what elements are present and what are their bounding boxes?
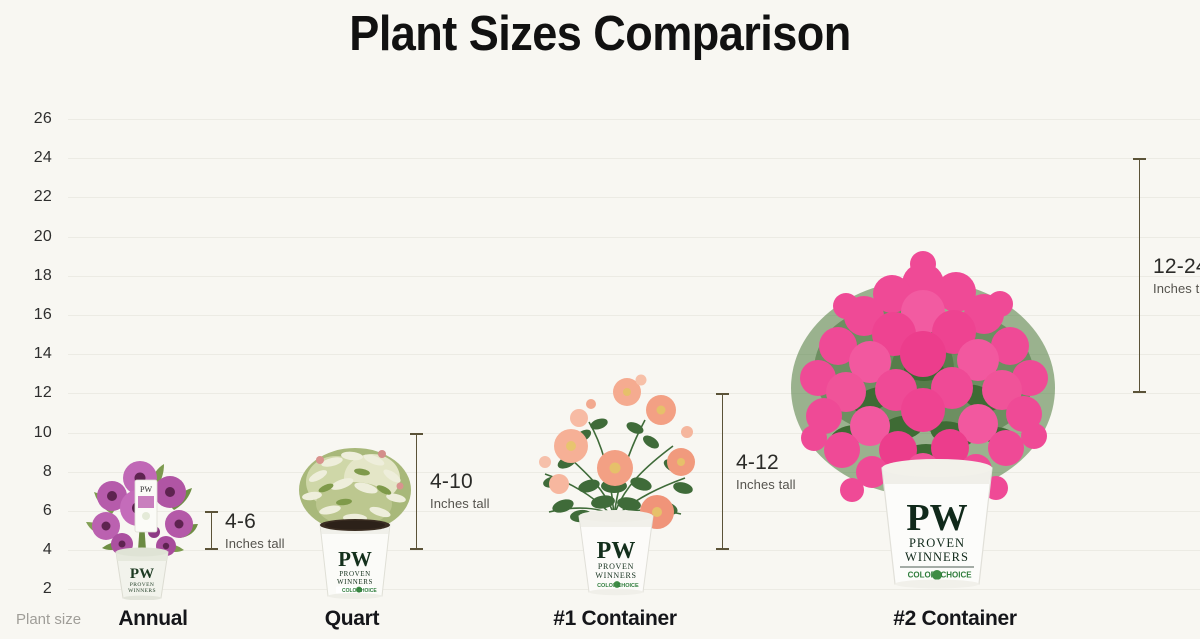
container1-pot: PW PROVEN WINNERS COLOR CHOICE [578, 510, 654, 596]
y-axis-tick-16: 16 [33, 306, 52, 323]
svg-text:COLOR: COLOR [342, 588, 360, 594]
svg-text:CHOICE: CHOICE [357, 588, 377, 594]
gridline-24 [68, 158, 1200, 160]
gridline-18 [68, 275, 1200, 277]
svg-text:WINNERS: WINNERS [128, 588, 156, 594]
svg-text:PROVEN: PROVEN [130, 582, 154, 588]
measurement-range: 4-6 [225, 509, 256, 533]
plant-image-container-2: PW PROVEN WINNERS COLOR CHOICE FLOWERING… [784, 250, 1062, 600]
svg-text:WINNERS: WINNERS [905, 550, 969, 564]
svg-text:CHOICE: CHOICE [617, 583, 639, 589]
gridline-8 [68, 471, 1200, 473]
y-axis-tick-24: 24 [33, 149, 52, 167]
page-title: Plant Sizes Comparison [349, 7, 851, 61]
measurement-units: Inches tall [430, 496, 490, 512]
plant-image-quart: PW PROVEN WINNERS COLOR CHOICE [296, 438, 414, 600]
plant-image-container-1: PW PROVEN WINNERS COLOR CHOICE [523, 366, 705, 600]
category-label-container-2: #2 Container [893, 607, 1017, 630]
y-axis-tick-12: 12 [33, 384, 52, 402]
quart-pot: PW PROVEN WINNERS COLOR CHOICE [319, 519, 391, 599]
svg-text:PROVEN: PROVEN [598, 562, 634, 571]
svg-text:PW: PW [140, 485, 152, 494]
category-label-container-1: #1 Container [553, 607, 677, 630]
category-label-annual: Annual [118, 607, 188, 630]
svg-text:WINNERS: WINNERS [337, 578, 373, 586]
measurement-range: 4-10 [430, 470, 473, 494]
plant-image-annual: PW PROVEN WINNERS PW [82, 452, 202, 600]
measurement-cap-bot [410, 548, 423, 551]
container1-flowers [539, 374, 695, 529]
measurement-cap-top [716, 393, 729, 396]
measurement-bar [211, 511, 212, 551]
measurement-text: 4-6 Inches tall [225, 509, 285, 551]
svg-text:COLOR: COLOR [597, 583, 617, 589]
gridline-10 [68, 432, 1200, 434]
measurement-units: Inches tall [736, 476, 796, 492]
measurement-cap-top [410, 432, 423, 435]
y-axis-tick-22: 22 [33, 188, 52, 206]
gridline-20 [68, 236, 1200, 238]
y-axis-tick-14: 14 [33, 345, 52, 363]
measurement-bar [416, 432, 417, 551]
measurement-bar [1139, 158, 1140, 394]
gridline-16 [68, 315, 1200, 316]
y-axis-tick-4: 4 [42, 541, 52, 559]
svg-text:PW: PW [597, 538, 636, 564]
svg-text:PW: PW [338, 547, 372, 571]
x-axis-label: Plant size [16, 611, 82, 628]
measurement-text: 12-24 Inches tall [1153, 254, 1200, 296]
y-axis-tick-20: 20 [33, 227, 52, 245]
measurement-units: Inches tall [1153, 280, 1200, 296]
y-axis-tick-26: 26 [33, 110, 52, 127]
measurement-cap-bot [716, 548, 729, 551]
category-label-quart: Quart [324, 607, 380, 630]
y-axis-tick-10: 10 [33, 423, 52, 441]
svg-text:PW: PW [130, 566, 154, 582]
y-axis-tick-2: 2 [42, 580, 52, 598]
measurement-cap-bot [1133, 391, 1146, 394]
y-axis-tick-8: 8 [42, 462, 52, 480]
gridline-22 [68, 197, 1200, 199]
quart-foliage [299, 448, 411, 532]
y-axis-tick-18: 18 [33, 266, 52, 284]
x-axis: Plant size Annual Quart #1 Container #2 … [0, 600, 1200, 639]
svg-text:CHOICE: CHOICE [940, 571, 972, 580]
svg-text:PROVEN: PROVEN [339, 570, 371, 578]
annual-plant-tag: PW [134, 479, 158, 533]
measurement-text: 4-12 Inches tall [736, 450, 796, 492]
measurement-bar [722, 393, 723, 551]
measurement-units: Inches tall [225, 535, 285, 551]
y-axis-tick-6: 6 [42, 502, 52, 519]
gridline-26 [68, 119, 1200, 120]
svg-text:COLOR: COLOR [908, 571, 937, 580]
measurement-range: 12-24 [1153, 254, 1200, 278]
gridline-14 [68, 354, 1200, 356]
svg-text:PW: PW [906, 497, 967, 539]
measurement-cap-bot [205, 548, 218, 551]
svg-text:PROVEN: PROVEN [909, 536, 965, 550]
measurement-range: 4-12 [736, 450, 779, 474]
measurement-cap-top [1133, 158, 1146, 161]
container2-pot: PW PROVEN WINNERS COLOR CHOICE FLOWERING… [881, 459, 993, 589]
measurement-text: 4-10 Inches tall [430, 470, 490, 512]
svg-text:WINNERS: WINNERS [595, 571, 636, 580]
annual-pot: PW PROVEN WINNERS [115, 547, 169, 600]
measurement-cap-top [205, 511, 218, 513]
